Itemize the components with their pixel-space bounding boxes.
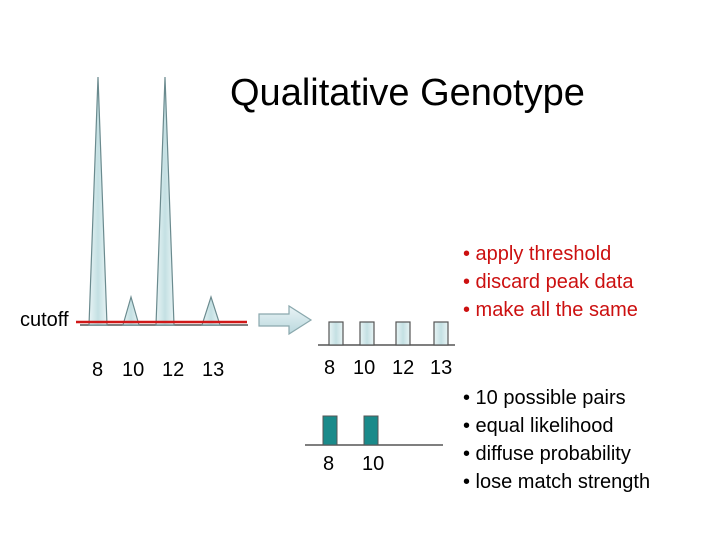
genotype-block-10: [363, 415, 379, 446]
genotype-allele-label: 8: [323, 453, 335, 475]
bullet-item: • lose match strength: [463, 471, 651, 493]
block-12: [395, 321, 411, 346]
left-allele-label: 13: [202, 359, 225, 381]
left-allele-label: 8: [92, 359, 104, 381]
bullet-item: • discard peak data: [463, 271, 634, 293]
left-allele-label: 12: [162, 359, 185, 381]
peak-10: [155, 76, 175, 326]
genotype-block-8: [322, 415, 338, 446]
block-13: [433, 321, 449, 346]
bullet-item: • equal likelihood: [463, 415, 614, 437]
middle-allele-label: 8: [324, 357, 336, 379]
left-allele-label: 10: [122, 359, 145, 381]
middle-allele-label: 13: [430, 357, 453, 379]
middle-allele-label: 12: [392, 357, 415, 379]
peak-13-small: [201, 295, 221, 326]
bullet-item: • 10 possible pairs: [463, 387, 626, 409]
bullet-item: • make all the same: [463, 299, 638, 321]
page-title: Qualitative Genotype: [230, 72, 585, 114]
block-10: [359, 321, 375, 346]
genotype-allele-label: 10: [362, 453, 385, 475]
peak-12-small: [122, 294, 140, 326]
middle-allele-label: 10: [353, 357, 376, 379]
consequence-bullets: • 10 possible pairs • equal likelihood •…: [463, 384, 650, 496]
transform-arrow: [258, 304, 313, 336]
bullet-item: • apply threshold: [463, 243, 612, 265]
threshold-bullets: • apply threshold • discard peak data • …: [463, 240, 638, 324]
cutoff-label: cutoff: [20, 309, 69, 331]
peak-8: [88, 76, 108, 326]
block-8: [328, 321, 344, 346]
bullet-item: • diffuse probability: [463, 443, 631, 465]
